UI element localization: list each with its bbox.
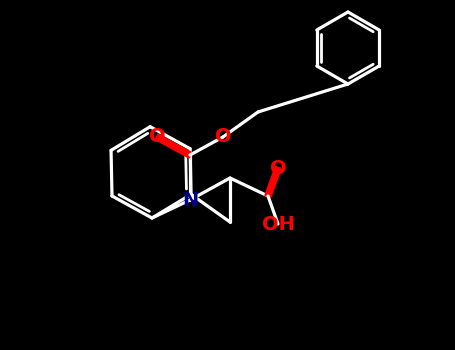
Text: O: O: [215, 127, 231, 147]
Text: O: O: [149, 127, 165, 147]
Text: O: O: [270, 159, 286, 177]
Text: N: N: [182, 190, 198, 210]
Text: OH: OH: [262, 215, 294, 233]
